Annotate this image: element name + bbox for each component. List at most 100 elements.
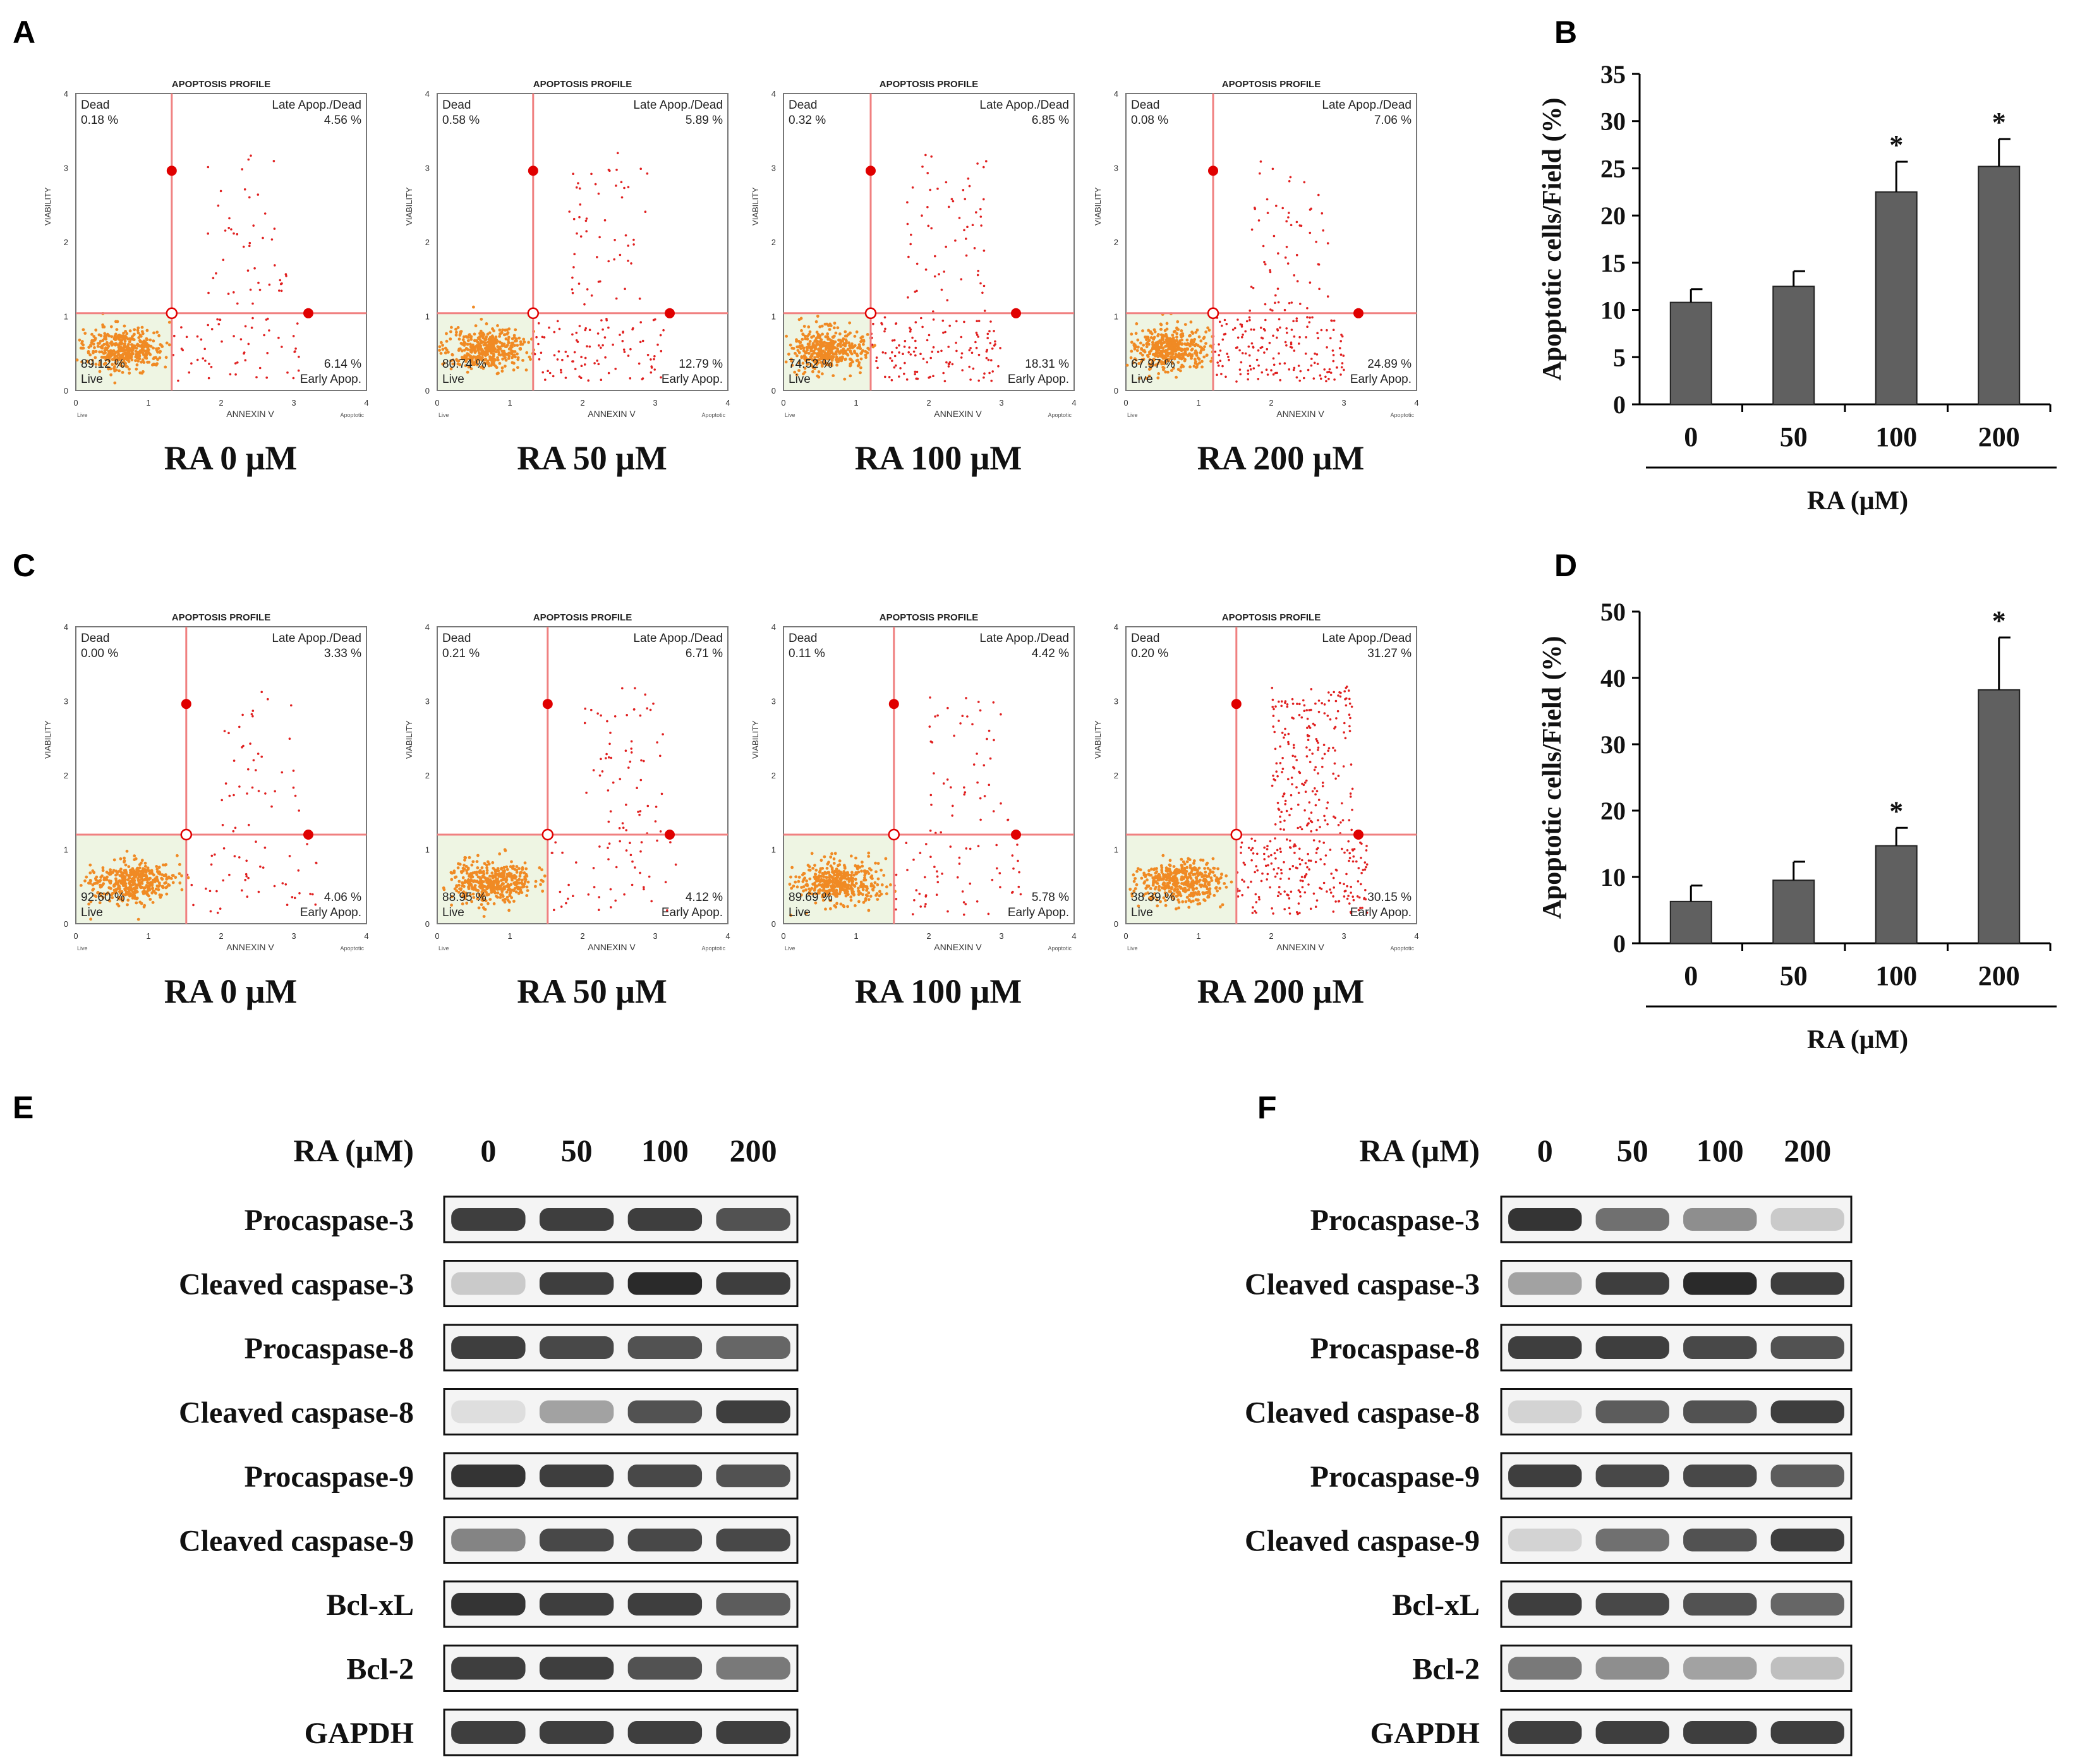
- late-apoptotic-dot: [1343, 690, 1346, 692]
- late-apoptotic-dot: [1309, 749, 1311, 751]
- y-tick-label: 2: [64, 238, 68, 247]
- live-cell-dot: [1132, 361, 1135, 365]
- live-cell-dot: [853, 351, 857, 354]
- late-apoptotic-dot: [964, 198, 967, 200]
- late-apoptotic-dot: [1326, 242, 1329, 245]
- live-cell-dot: [1151, 364, 1154, 368]
- live-cell-dot: [797, 369, 801, 372]
- live-cell-dot: [484, 337, 488, 341]
- live-cell-dot: [826, 337, 830, 341]
- live-cell-dot: [503, 869, 506, 873]
- live-cell-dot: [1205, 862, 1208, 866]
- live-cell-dot: [512, 900, 516, 903]
- y-tick-label: 1: [425, 845, 430, 855]
- late-apoptotic-dot: [1290, 224, 1293, 227]
- live-cell-dot: [477, 351, 481, 354]
- late-apoptotic-dot: [1348, 713, 1351, 716]
- late-apoptotic-dot: [1309, 281, 1312, 284]
- live-cell-dot: [1185, 860, 1189, 864]
- early-apoptotic-dot: [196, 358, 199, 361]
- early-apoptotic-dot: [257, 890, 260, 893]
- early-apoptotic-dot: [1292, 320, 1295, 323]
- live-cell-dot: [1175, 375, 1178, 379]
- live-cell-dot: [114, 362, 118, 366]
- live-cell-dot: [504, 358, 508, 362]
- live-cell-dot: [1156, 341, 1160, 345]
- live-cell-dot: [487, 364, 491, 368]
- live-cell-dot: [493, 349, 496, 353]
- live-cell-dot: [1203, 899, 1207, 902]
- late-apoptotic-dot: [1254, 207, 1257, 210]
- early-apoptotic-dot: [1233, 327, 1237, 330]
- early-apoptotic-dot: [1326, 371, 1329, 373]
- live-cell-dot: [798, 344, 802, 347]
- late-apoptotic-dot: [222, 258, 225, 262]
- early-apoptotic-dot: [1256, 869, 1259, 872]
- live-cell-dot: [466, 348, 469, 351]
- live-cell-dot: [1199, 345, 1202, 349]
- live-cell-dot: [156, 870, 159, 874]
- early-apoptotic-dot: [956, 876, 959, 879]
- late-apoptotic-dot: [252, 224, 255, 227]
- early-apoptotic-dot: [988, 372, 991, 375]
- late-apoptotic-dot: [284, 273, 287, 275]
- early-apoptotic-dot: [1316, 363, 1319, 365]
- late-apoptotic-dot: [622, 826, 625, 829]
- live-cell-dot: [120, 335, 124, 339]
- live-cell-dot: [1224, 885, 1228, 889]
- live-cell-dot: [861, 861, 864, 864]
- early-apoptotic-dot: [1283, 908, 1286, 910]
- live-cell-dot: [803, 354, 806, 358]
- live-cell-dot: [516, 344, 519, 347]
- live-cell-dot: [812, 351, 816, 355]
- live-cell-dot: [1164, 334, 1168, 337]
- late-apoptotic-dot: [257, 281, 260, 284]
- live-cell-dot: [1212, 867, 1216, 870]
- late-apoptotic-dot: [1348, 819, 1351, 821]
- late-apoptotic-dot: [263, 212, 267, 215]
- live-cell-dot: [857, 886, 860, 890]
- live-cell-dot: [469, 350, 473, 353]
- late-apoptotic-dot: [1321, 766, 1324, 768]
- late-apoptotic-dot: [992, 810, 995, 813]
- live-cell-dot: [117, 352, 120, 356]
- live-cell-dot: [1183, 866, 1187, 870]
- live-cell-dot: [831, 374, 835, 377]
- live-cell-dot: [806, 884, 809, 888]
- live-cell-dot: [145, 893, 149, 896]
- early-apoptotic-dot: [1252, 329, 1255, 331]
- late-apoptotic-dot: [1317, 193, 1320, 196]
- live-cell-dot: [829, 864, 833, 867]
- late-apoptotic-dot: [1302, 783, 1305, 787]
- early-apoptotic-dot: [1261, 371, 1264, 374]
- live-cell-dot: [854, 871, 858, 874]
- live-cell-dot: [152, 339, 155, 342]
- live-cell-dot: [1146, 335, 1150, 339]
- late-apoptotic-dot: [585, 792, 588, 794]
- live-cell-dot: [457, 349, 461, 352]
- late-apoptotic-dot: [993, 739, 995, 742]
- late-apoptotic-dot: [1276, 802, 1279, 804]
- live-cell-dot: [513, 876, 517, 880]
- live-cell-dot: [1152, 337, 1156, 341]
- live-cell-dot: [862, 869, 866, 873]
- late-apoptotic-dot: [1285, 809, 1288, 813]
- early-apoptotic-dot: [1299, 370, 1302, 373]
- late-apoptotic-dot: [1305, 779, 1308, 782]
- live-cell-dot: [501, 328, 504, 332]
- live-cell-dot: [859, 352, 863, 355]
- live-cell-dot: [804, 334, 807, 338]
- live-cell-dot: [853, 334, 857, 338]
- late-apoptotic-dot: [1271, 698, 1274, 701]
- live-cell-dot: [1142, 343, 1146, 347]
- late-apoptotic-dot: [1315, 828, 1318, 831]
- live-cell-dot: [809, 348, 813, 351]
- y-tick-label: 4: [1114, 89, 1118, 99]
- x-tick-label: 100: [1875, 421, 1917, 452]
- live-cell-dot: [465, 871, 469, 875]
- early-apoptotic-dot: [1297, 912, 1299, 915]
- early-apoptotic-dot: [948, 324, 951, 327]
- live-cell-dot: [87, 902, 91, 906]
- late-apoptotic-dot: [590, 172, 593, 176]
